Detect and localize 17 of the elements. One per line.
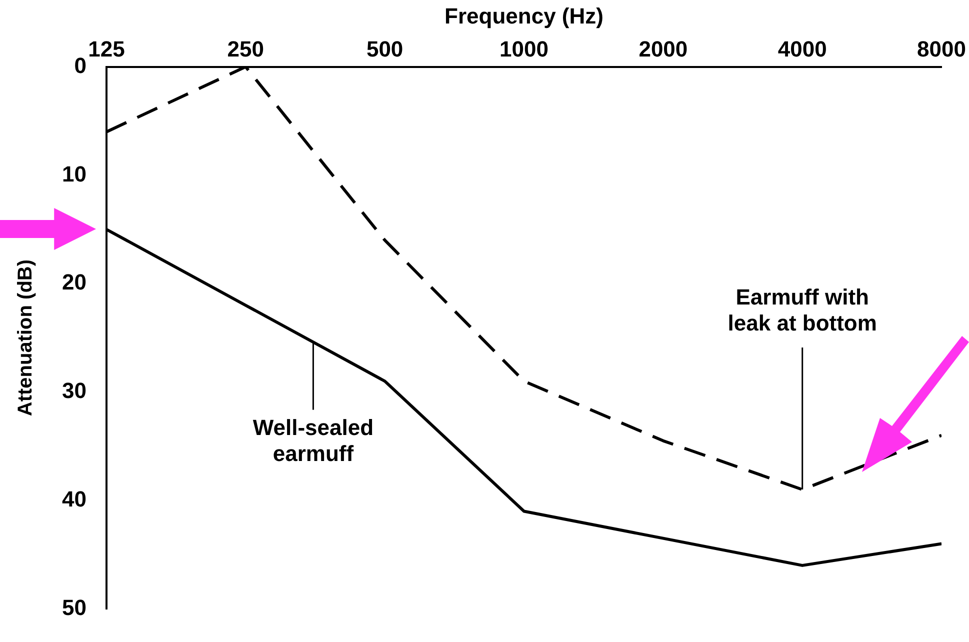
y-axis-title: Attenuation (dB) [14,259,37,416]
y-tick-label: 10 [62,161,86,186]
x-tick-label: 250 [227,36,264,62]
y-tick-label: 20 [62,270,86,295]
annotation: Well-sealed earmuff [252,414,374,466]
x-tick-label: 1000 [500,36,548,62]
x-axis-title: Frequency (Hz) [444,3,604,28]
y-tick-label: 50 [62,594,86,620]
x-tick-label: 8000 [917,36,966,62]
x-tick-label: 125 [88,36,125,62]
annotation: Earmuff with leak at bottom [728,284,877,336]
y-tick-label: 0 [74,52,86,78]
x-tick-label: 500 [366,36,404,62]
x-tick-label: 4000 [778,36,827,62]
y-tick-label: 40 [62,486,86,512]
y-tick-label: 30 [62,378,86,404]
x-tick-label: 2000 [638,36,688,62]
